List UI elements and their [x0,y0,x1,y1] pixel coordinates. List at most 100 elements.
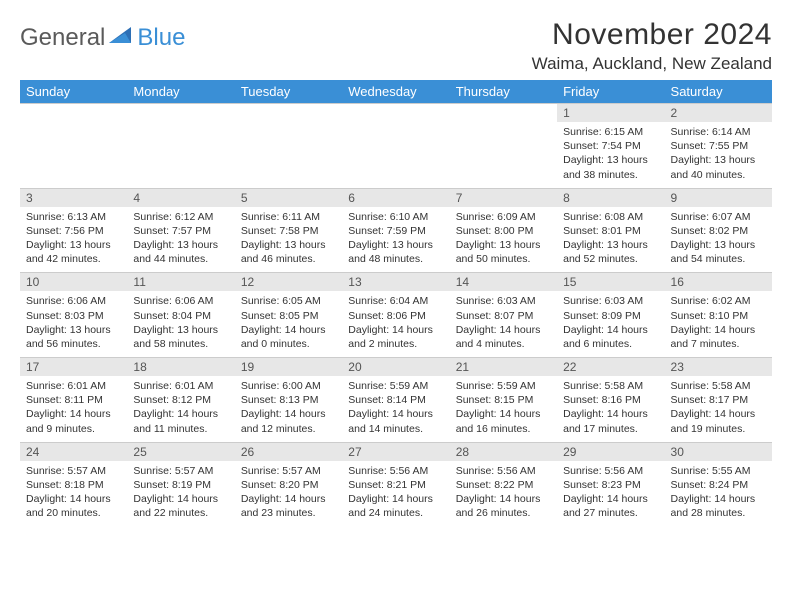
calendar-day-cell: 16Sunrise: 6:02 AMSunset: 8:10 PMDayligh… [665,273,772,358]
calendar-day-cell: 2Sunrise: 6:14 AMSunset: 7:55 PMDaylight… [665,104,772,189]
day-content: Sunrise: 6:14 AMSunset: 7:55 PMDaylight:… [665,122,772,188]
day-content: Sunrise: 6:03 AMSunset: 8:07 PMDaylight:… [450,291,557,357]
sunset-text: Sunset: 8:10 PM [671,309,766,323]
day-content: Sunrise: 6:01 AMSunset: 8:12 PMDaylight:… [127,376,234,442]
day-number: 17 [20,358,127,376]
location-text: Waima, Auckland, New Zealand [532,54,772,74]
weekday-header: Wednesday [342,80,449,104]
calendar-day-cell: 29Sunrise: 5:56 AMSunset: 8:23 PMDayligh… [557,442,664,526]
sunset-text: Sunset: 8:12 PM [133,393,228,407]
day-number: 8 [557,189,664,207]
daylight-text: Daylight: 14 hours and 24 minutes. [348,492,443,520]
daylight-text: Daylight: 14 hours and 7 minutes. [671,323,766,351]
calendar-day-cell: 15Sunrise: 6:03 AMSunset: 8:09 PMDayligh… [557,273,664,358]
sunset-text: Sunset: 7:57 PM [133,224,228,238]
day-number: 10 [20,273,127,291]
daylight-text: Daylight: 14 hours and 28 minutes. [671,492,766,520]
day-content: Sunrise: 6:13 AMSunset: 7:56 PMDaylight:… [20,207,127,273]
calendar-day-cell: 11Sunrise: 6:06 AMSunset: 8:04 PMDayligh… [127,273,234,358]
day-content: Sunrise: 6:06 AMSunset: 8:03 PMDaylight:… [20,291,127,357]
day-number: 16 [665,273,772,291]
day-content: Sunrise: 5:57 AMSunset: 8:19 PMDaylight:… [127,461,234,527]
sunrise-text: Sunrise: 6:06 AM [133,294,228,308]
sunset-text: Sunset: 7:55 PM [671,139,766,153]
day-content: Sunrise: 5:56 AMSunset: 8:22 PMDaylight:… [450,461,557,527]
sunset-text: Sunset: 8:15 PM [456,393,551,407]
calendar-day-cell [342,104,449,189]
daylight-text: Daylight: 14 hours and 9 minutes. [26,407,121,435]
sunset-text: Sunset: 7:54 PM [563,139,658,153]
day-number: 3 [20,189,127,207]
sunrise-text: Sunrise: 6:03 AM [563,294,658,308]
sunrise-text: Sunrise: 6:13 AM [26,210,121,224]
calendar-day-cell: 20Sunrise: 5:59 AMSunset: 8:14 PMDayligh… [342,358,449,443]
day-number: 11 [127,273,234,291]
sunrise-text: Sunrise: 6:06 AM [26,294,121,308]
sunrise-text: Sunrise: 6:01 AM [26,379,121,393]
sunset-text: Sunset: 8:17 PM [671,393,766,407]
daylight-text: Daylight: 13 hours and 46 minutes. [241,238,336,266]
daylight-text: Daylight: 13 hours and 40 minutes. [671,153,766,181]
daylight-text: Daylight: 13 hours and 44 minutes. [133,238,228,266]
day-content: Sunrise: 5:58 AMSunset: 8:17 PMDaylight:… [665,376,772,442]
day-number: 4 [127,189,234,207]
calendar-day-cell: 5Sunrise: 6:11 AMSunset: 7:58 PMDaylight… [235,188,342,273]
day-number: 22 [557,358,664,376]
daylight-text: Daylight: 14 hours and 0 minutes. [241,323,336,351]
day-number: 28 [450,443,557,461]
daylight-text: Daylight: 13 hours and 38 minutes. [563,153,658,181]
sunset-text: Sunset: 8:09 PM [563,309,658,323]
calendar-day-cell: 12Sunrise: 6:05 AMSunset: 8:05 PMDayligh… [235,273,342,358]
day-number: 7 [450,189,557,207]
sunset-text: Sunset: 7:58 PM [241,224,336,238]
sunset-text: Sunset: 8:05 PM [241,309,336,323]
day-number: 25 [127,443,234,461]
sunrise-text: Sunrise: 5:58 AM [671,379,766,393]
sunrise-text: Sunrise: 5:55 AM [671,464,766,478]
day-content: Sunrise: 6:00 AMSunset: 8:13 PMDaylight:… [235,376,342,442]
sunrise-text: Sunrise: 5:56 AM [348,464,443,478]
sunset-text: Sunset: 8:03 PM [26,309,121,323]
daylight-text: Daylight: 13 hours and 58 minutes. [133,323,228,351]
sunset-text: Sunset: 8:13 PM [241,393,336,407]
daylight-text: Daylight: 14 hours and 12 minutes. [241,407,336,435]
calendar-day-cell: 10Sunrise: 6:06 AMSunset: 8:03 PMDayligh… [20,273,127,358]
calendar-day-cell: 23Sunrise: 5:58 AMSunset: 8:17 PMDayligh… [665,358,772,443]
weekday-header: Saturday [665,80,772,104]
sunrise-text: Sunrise: 6:14 AM [671,125,766,139]
calendar-day-cell: 25Sunrise: 5:57 AMSunset: 8:19 PMDayligh… [127,442,234,526]
calendar-day-cell: 3Sunrise: 6:13 AMSunset: 7:56 PMDaylight… [20,188,127,273]
sunrise-text: Sunrise: 5:57 AM [26,464,121,478]
day-number: 9 [665,189,772,207]
calendar-day-cell: 22Sunrise: 5:58 AMSunset: 8:16 PMDayligh… [557,358,664,443]
sunset-text: Sunset: 8:01 PM [563,224,658,238]
day-content: Sunrise: 6:11 AMSunset: 7:58 PMDaylight:… [235,207,342,273]
day-content: Sunrise: 6:01 AMSunset: 8:11 PMDaylight:… [20,376,127,442]
sunrise-text: Sunrise: 5:56 AM [563,464,658,478]
sunrise-text: Sunrise: 6:15 AM [563,125,658,139]
daylight-text: Daylight: 14 hours and 27 minutes. [563,492,658,520]
weekday-header: Friday [557,80,664,104]
day-content: Sunrise: 5:59 AMSunset: 8:14 PMDaylight:… [342,376,449,442]
calendar-day-cell: 9Sunrise: 6:07 AMSunset: 8:02 PMDaylight… [665,188,772,273]
sunrise-text: Sunrise: 6:07 AM [671,210,766,224]
weekday-header: Monday [127,80,234,104]
calendar-page: General Blue November 2024 Waima, Auckla… [0,0,792,526]
day-content: Sunrise: 5:59 AMSunset: 8:15 PMDaylight:… [450,376,557,442]
day-number: 21 [450,358,557,376]
daylight-text: Daylight: 13 hours and 52 minutes. [563,238,658,266]
sunset-text: Sunset: 8:02 PM [671,224,766,238]
weekday-header: Tuesday [235,80,342,104]
daylight-text: Daylight: 13 hours and 48 minutes. [348,238,443,266]
calendar-day-cell: 21Sunrise: 5:59 AMSunset: 8:15 PMDayligh… [450,358,557,443]
calendar-day-cell [20,104,127,189]
calendar-day-cell [127,104,234,189]
calendar-day-cell: 1Sunrise: 6:15 AMSunset: 7:54 PMDaylight… [557,104,664,189]
sunset-text: Sunset: 7:56 PM [26,224,121,238]
calendar-day-cell: 24Sunrise: 5:57 AMSunset: 8:18 PMDayligh… [20,442,127,526]
calendar-day-cell: 7Sunrise: 6:09 AMSunset: 8:00 PMDaylight… [450,188,557,273]
calendar-week-row: 1Sunrise: 6:15 AMSunset: 7:54 PMDaylight… [20,104,772,189]
day-number: 15 [557,273,664,291]
sunrise-text: Sunrise: 5:57 AM [241,464,336,478]
sunset-text: Sunset: 8:07 PM [456,309,551,323]
